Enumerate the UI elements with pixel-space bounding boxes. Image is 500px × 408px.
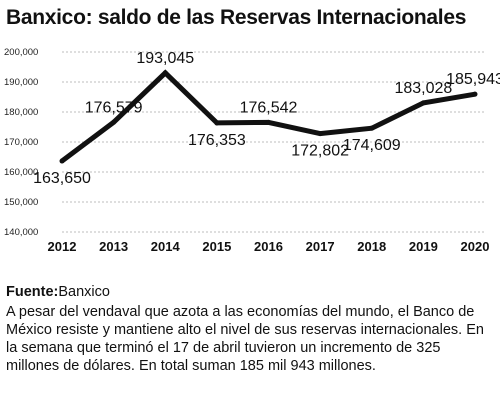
data-point [214, 120, 220, 126]
x-tick-label: 2020 [461, 239, 490, 254]
x-tick-label: 2012 [48, 239, 77, 254]
y-tick-label: 170,000 [4, 137, 38, 148]
data-label: 172,802 [291, 143, 349, 160]
x-tick-label: 2015 [202, 239, 231, 254]
x-tick-label: 2019 [409, 239, 438, 254]
x-tick-label: 2013 [99, 239, 128, 254]
x-tick-label: 2016 [254, 239, 283, 254]
data-point [111, 119, 117, 125]
description-text: A pesar del vendaval que azota a las eco… [6, 304, 484, 374]
x-tick-label: 2014 [151, 239, 181, 254]
data-label: 185,943 [446, 71, 500, 88]
x-tick-label: 2017 [306, 239, 335, 254]
data-label: 174,609 [343, 137, 401, 154]
y-tick-label: 180,000 [4, 107, 38, 118]
x-tick-labels: 2012 2013 2014 2015 2016 2017 2018 2019 2020 [48, 239, 490, 254]
source-label: Fuente: [6, 284, 59, 300]
y-tick-label: 140,000 [4, 227, 38, 238]
y-tick-label: 150,000 [4, 197, 38, 208]
data-label: 176,579 [85, 99, 143, 116]
y-tick-label: 190,000 [4, 77, 38, 88]
data-point [317, 131, 323, 137]
data-point [266, 119, 271, 125]
source-line: Fuente:Banxico [6, 284, 110, 300]
series-line-layer [59, 69, 478, 164]
data-label: 163,650 [33, 170, 91, 187]
data-label: 193,045 [136, 50, 194, 67]
data-point [420, 100, 426, 106]
chart-title: Banxico: saldo de las Reservas Internaci… [6, 6, 467, 29]
data-label: 176,542 [240, 99, 298, 116]
data-label-layer: 163,650 176,579 193,045 176,353 176,542 172,8… [33, 50, 500, 187]
data-label: 176,353 [188, 132, 246, 149]
y-tick-labels: 140,000 150,000 160,000 170,000 180,000 190,0… [4, 47, 38, 238]
source-value: Banxico [58, 284, 110, 300]
data-label: 183,028 [394, 80, 452, 97]
y-tick-label: 200,000 [4, 47, 38, 58]
data-point [369, 125, 375, 131]
data-point [162, 70, 168, 76]
data-point [59, 158, 65, 164]
y-tick-label: 160,000 [4, 167, 38, 178]
x-tick-label: 2018 [357, 239, 386, 254]
grid-layer [62, 51, 485, 233]
data-point [472, 91, 478, 97]
line-chart: 140,000 150,000 160,000 170,000 180,000 190,0… [4, 47, 500, 254]
